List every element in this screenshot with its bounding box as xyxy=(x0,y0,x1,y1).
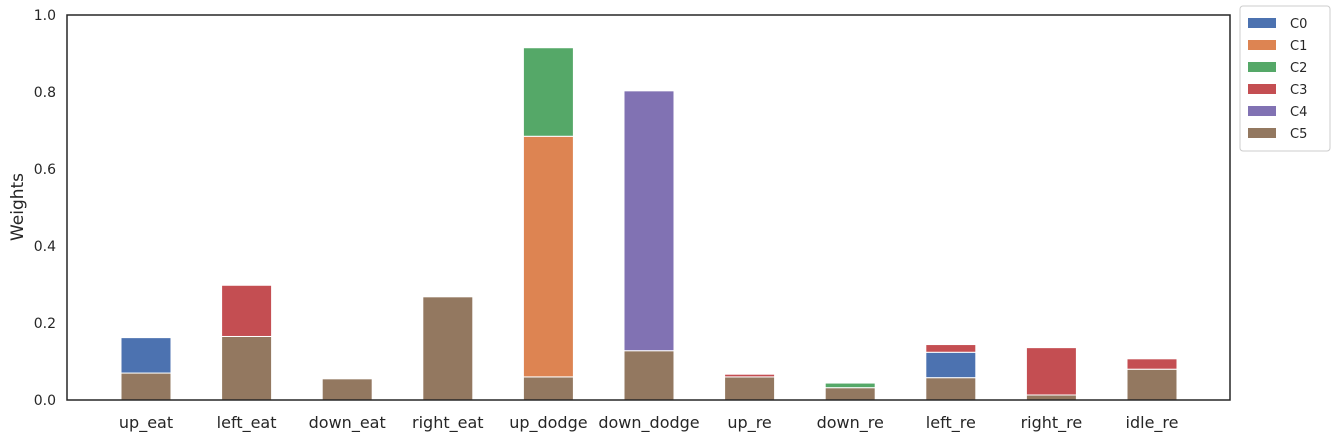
bar-up_eat-c5 xyxy=(120,372,172,401)
y-axis-ticks: 0.0 0.2 0.4 0.6 0.8 1.0 xyxy=(34,8,56,409)
legend-label-c5: C5 xyxy=(1290,127,1307,142)
bar-up_eat-c0 xyxy=(120,337,172,374)
bar-left_re-c5 xyxy=(925,377,977,401)
legend-label-c4: C4 xyxy=(1290,105,1307,120)
bar-down_eat-c5 xyxy=(321,378,373,401)
bar-up_dodge-c2 xyxy=(522,47,574,137)
bar-down_dodge-c4 xyxy=(623,90,675,352)
legend-swatch-c1 xyxy=(1248,40,1276,50)
bar-left_re-c3 xyxy=(925,344,977,353)
x-tick-label: idle_re xyxy=(1126,413,1179,433)
y-tick-label: 0.4 xyxy=(34,239,56,255)
bar-down_dodge-c5 xyxy=(623,350,675,401)
bar-right_re-c5 xyxy=(1025,394,1077,401)
legend: C0 C1 C2 C3 C4 C5 xyxy=(1239,5,1331,152)
bar-left_eat-c3 xyxy=(221,284,273,337)
bar-right_re-c3 xyxy=(1025,347,1077,396)
bar-left_re-c0 xyxy=(925,351,977,379)
bars-layer xyxy=(120,47,1178,401)
x-tick-label: down_eat xyxy=(309,413,386,433)
x-tick-label: right_eat xyxy=(412,413,484,433)
legend-label-c1: C1 xyxy=(1290,39,1307,54)
x-tick-label: up_re xyxy=(727,413,771,433)
legend-swatch-c2 xyxy=(1248,62,1276,72)
y-axis-label: Weights xyxy=(8,173,28,241)
x-tick-label: up_dodge xyxy=(509,413,587,433)
y-tick-label: 1.0 xyxy=(34,8,56,24)
x-tick-label: down_dodge xyxy=(598,413,699,433)
plot-frame xyxy=(66,14,1231,401)
bar-right_eat-c5 xyxy=(422,296,474,401)
legend-swatch-c4 xyxy=(1248,106,1276,116)
bar-idle_re-c3 xyxy=(1126,358,1178,370)
bar-down_re-c5 xyxy=(824,387,876,401)
bar-up_dodge-c1 xyxy=(522,135,574,378)
y-tick-label: 0.8 xyxy=(34,85,56,101)
legend-label-c2: C2 xyxy=(1290,61,1307,76)
legend-swatch-c3 xyxy=(1248,84,1276,94)
bar-left_eat-c5 xyxy=(221,335,273,401)
legend-swatch-c5 xyxy=(1248,128,1276,138)
x-axis-ticks: up_eat left_eat down_eat right_eat up_dodge d… xyxy=(119,413,1179,433)
legend-swatch-c0 xyxy=(1248,18,1276,28)
x-tick-label: up_eat xyxy=(119,413,173,433)
bar-up_re-c5 xyxy=(724,376,776,401)
bar-up_dodge-c5 xyxy=(522,376,574,401)
y-tick-label: 0.6 xyxy=(34,162,56,178)
y-tick-label: 0.2 xyxy=(34,316,56,332)
bar-up_re-c3 xyxy=(724,373,776,378)
y-tick-label: 0.0 xyxy=(34,393,56,409)
x-tick-label: left_eat xyxy=(217,413,277,433)
x-tick-label: down_re xyxy=(817,413,884,433)
x-tick-label: right_re xyxy=(1021,413,1083,433)
x-tick-label: left_re xyxy=(926,413,976,433)
legend-label-c0: C0 xyxy=(1290,17,1307,32)
bar-down_re-c2 xyxy=(824,382,876,389)
bar-idle_re-c5 xyxy=(1126,368,1178,401)
legend-label-c3: C3 xyxy=(1290,83,1307,98)
